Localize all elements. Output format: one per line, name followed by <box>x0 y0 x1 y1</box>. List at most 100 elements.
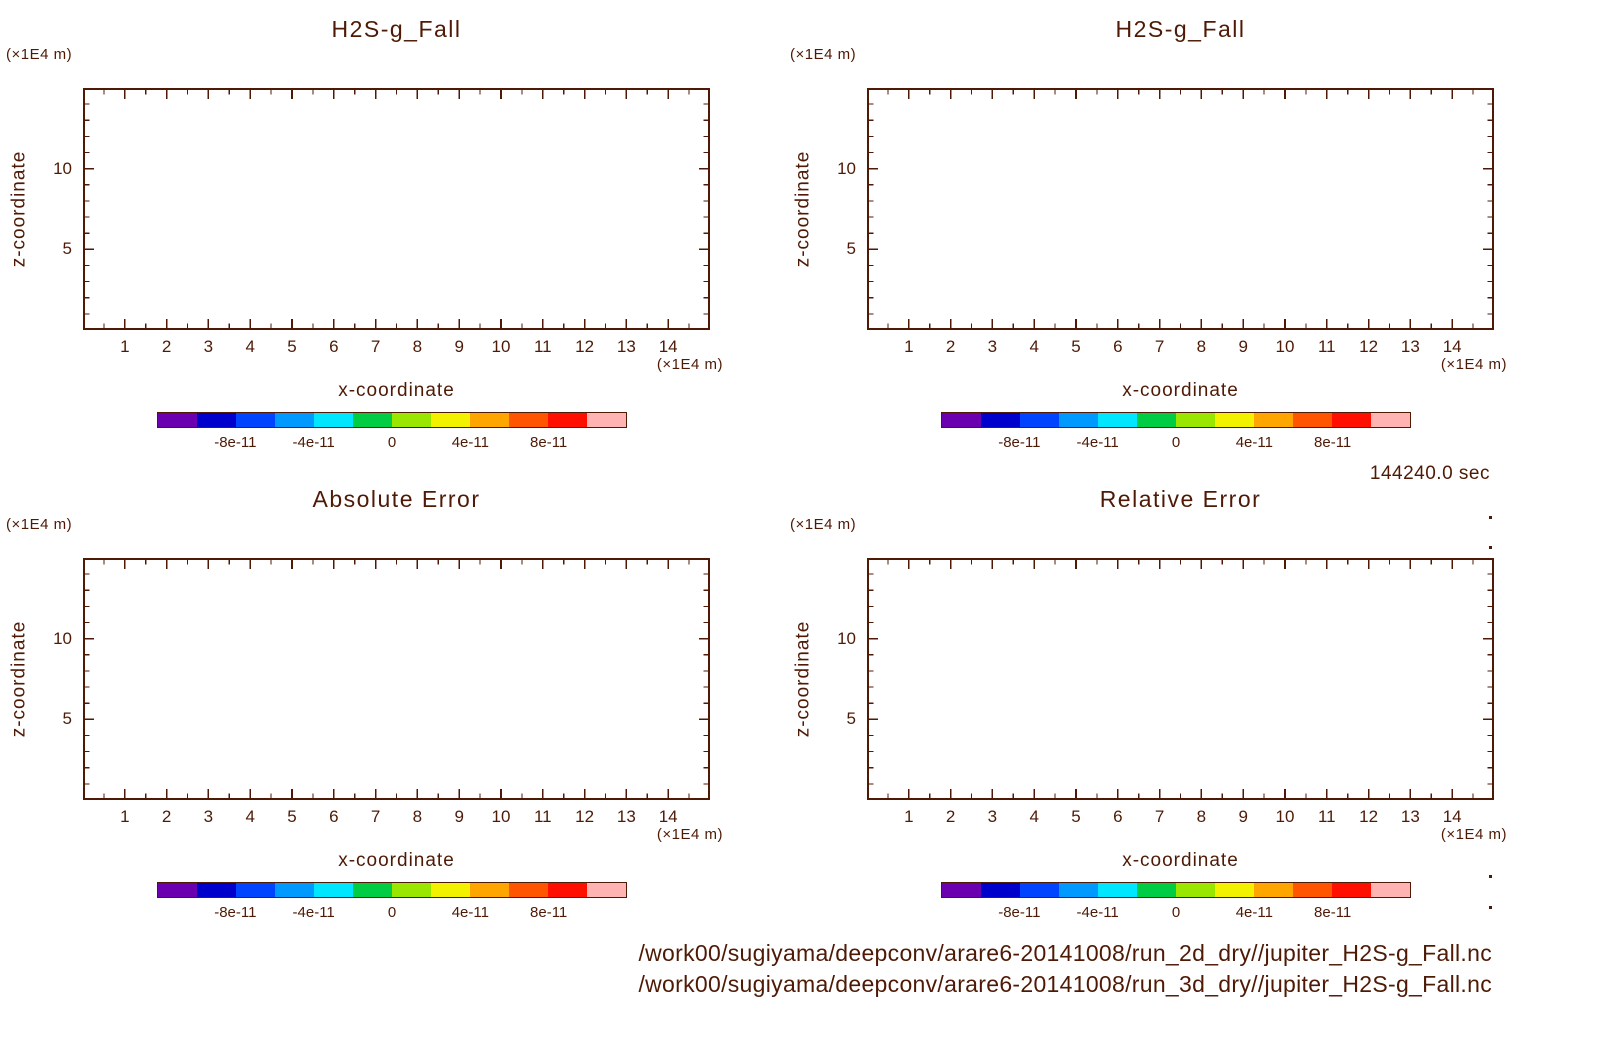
colorbar-segment <box>158 413 197 427</box>
colorbar-segment <box>1137 413 1176 427</box>
x-tick-label: 1 <box>904 337 914 356</box>
stray-dot <box>1489 906 1492 909</box>
colorbar-tick-labels: -8e-11 -4e-11 0 4e-11 8e-11 <box>157 434 627 452</box>
colorbar-segment <box>981 413 1020 427</box>
colorbar-tick-label: -4e-11 <box>292 434 335 451</box>
x-tick-label: 5 <box>287 337 297 356</box>
time-annotation: 144240.0 sec <box>1369 463 1490 484</box>
colorbar-tick-labels: -8e-11 -4e-11 0 4e-11 8e-11 <box>941 434 1411 452</box>
colorbar-tick-label: 8e-11 <box>1314 434 1352 451</box>
x-tick-label: 4 <box>245 807 255 826</box>
colorbar-tick-label: -4e-11 <box>292 904 335 921</box>
colorbar-tick-labels: -8e-11 -4e-11 0 4e-11 8e-11 <box>157 904 627 922</box>
x-tick-label: 6 <box>329 807 339 826</box>
colorbar-segment <box>1020 413 1059 427</box>
y-axis-unit-label: (×1E4 m) <box>790 46 857 63</box>
colorbar-segment <box>158 883 197 897</box>
x-tick-label: 6 <box>1113 337 1123 356</box>
y-axis-label-box: z-coordinate <box>2 88 36 330</box>
x-tick-label: 4 <box>1029 807 1039 826</box>
colorbar-segment <box>1098 883 1137 897</box>
x-tick-label: 11 <box>1317 807 1336 826</box>
colorbar-segment <box>1371 413 1410 427</box>
y-tick-labels: 5 10 <box>826 88 858 330</box>
colorbar-segment <box>942 883 981 897</box>
x-tick-label: 2 <box>161 807 172 826</box>
colorbar-segment <box>1137 883 1176 897</box>
colorbar-tick-label: 4e-11 <box>1235 434 1273 451</box>
colorbar <box>941 412 1411 428</box>
x-tick-label: 4 <box>245 337 255 356</box>
colorbar-segment <box>1059 413 1098 427</box>
x-axis-label: x-coordinate <box>1122 380 1239 401</box>
source-file-paths: /work00/sugiyama/deepconv/arare6-2014100… <box>400 938 1492 1000</box>
y-axis-label: z-coordinate <box>8 150 29 268</box>
colorbar-segment <box>587 883 626 897</box>
plot-frame <box>83 88 710 330</box>
colorbar-segment <box>587 413 626 427</box>
colorbar-segment <box>1020 883 1059 897</box>
colorbar <box>157 412 627 428</box>
colorbar-segment <box>236 413 275 427</box>
colorbar-segment <box>353 883 392 897</box>
x-tick-label: 8 <box>1196 337 1207 356</box>
colorbar-tick-label: 0 <box>1171 904 1181 921</box>
y-axis-unit-label: (×1E4 m) <box>6 46 73 63</box>
colorbar-segment <box>470 413 509 427</box>
x-tick-label: 5 <box>287 807 297 826</box>
colorbar-segment <box>509 883 548 897</box>
x-tick-label: 12 <box>575 337 595 356</box>
x-tick-label: 12 <box>1359 337 1379 356</box>
x-tick-label: 1 <box>120 807 130 826</box>
y-tick-label: 10 <box>53 628 72 648</box>
colorbar-segment <box>1098 413 1137 427</box>
y-tick-label: 10 <box>53 158 72 178</box>
x-tick-label: 14 <box>658 337 678 356</box>
x-tick-label: 11 <box>533 337 552 356</box>
colorbar-segment <box>1332 883 1371 897</box>
y-axis-label: z-coordinate <box>8 620 29 738</box>
y-tick-labels: 5 10 <box>42 88 74 330</box>
colorbar-tick-label: -8e-11 <box>998 904 1041 921</box>
x-tick-label: 7 <box>1154 337 1165 356</box>
panel-title: H2S-g_Fall <box>331 16 462 42</box>
colorbar <box>157 882 627 898</box>
colorbar-tick-label: 4e-11 <box>451 434 489 451</box>
colorbar-segment <box>1215 883 1254 897</box>
x-tick-label: 2 <box>945 337 956 356</box>
x-tick-label: 13 <box>1400 337 1420 356</box>
x-tick-label: 2 <box>945 807 956 826</box>
x-tick-label: 8 <box>412 337 423 356</box>
y-axis-label-box: z-coordinate <box>2 558 36 800</box>
x-axis-label: x-coordinate <box>1122 850 1239 871</box>
x-axis-label: x-coordinate <box>338 380 455 401</box>
colorbar-tick-label: -8e-11 <box>998 434 1041 451</box>
colorbar-segment <box>548 883 587 897</box>
x-tick-label: 7 <box>370 337 381 356</box>
colorbar-segment <box>431 883 470 897</box>
source-file-path-3d: /work00/sugiyama/deepconv/arare6-2014100… <box>638 971 1492 997</box>
x-tick-label: 11 <box>533 807 552 826</box>
x-tick-label: 4 <box>1029 337 1039 356</box>
colorbar-tick-label: 0 <box>387 434 397 451</box>
colorbar <box>941 882 1411 898</box>
plot-frame <box>83 558 710 800</box>
x-tick-label: 8 <box>412 807 423 826</box>
x-tick-label: 8 <box>1196 807 1207 826</box>
colorbar-segment <box>981 883 1020 897</box>
x-tick-label: 11 <box>1317 337 1336 356</box>
x-axis-unit-label: (×1E4 m) <box>656 356 723 373</box>
x-tick-label: 3 <box>987 337 998 356</box>
colorbar-tick-labels: -8e-11 -4e-11 0 4e-11 8e-11 <box>941 904 1411 922</box>
x-axis-unit-label: (×1E4 m) <box>1440 826 1507 843</box>
x-tick-label: 14 <box>1442 807 1462 826</box>
colorbar-segment <box>1176 413 1215 427</box>
source-file-path-2d: /work00/sugiyama/deepconv/arare6-2014100… <box>638 940 1492 966</box>
panel-title: Absolute Error <box>312 486 481 512</box>
x-tick-label: 13 <box>616 807 636 826</box>
colorbar-segment <box>392 413 431 427</box>
colorbar-segment <box>314 883 353 897</box>
y-axis-unit-label: (×1E4 m) <box>6 516 73 533</box>
